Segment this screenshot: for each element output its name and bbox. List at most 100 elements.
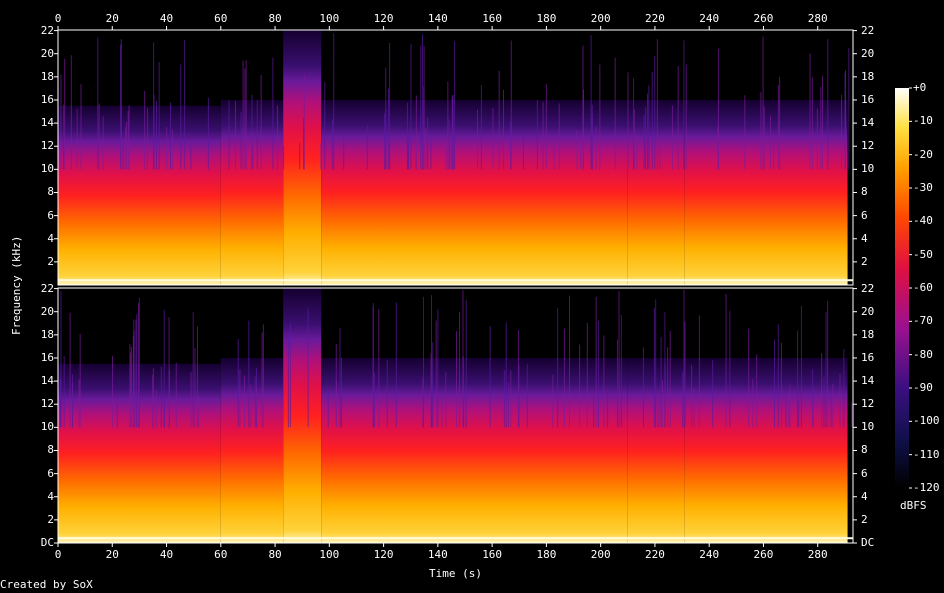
x-tick-label: 220 — [644, 548, 665, 561]
y-tick-label: 6 — [47, 466, 54, 480]
x-tick-label-top: 160 — [482, 12, 503, 25]
y-tick-label-right: 18 — [861, 69, 875, 83]
y-tick-label: 12 — [40, 139, 54, 153]
x-tick-label-top: 80 — [268, 12, 282, 25]
x-tick-label: 20 — [105, 548, 119, 561]
x-tick-label-top: 180 — [536, 12, 557, 25]
colorbar-tick-label: -50 — [913, 247, 933, 261]
y-tick-label: 14 — [40, 116, 54, 130]
x-tick-label: 160 — [482, 548, 503, 561]
spectrum-segment — [58, 105, 221, 286]
y-tick-label-right: 10 — [861, 420, 875, 434]
y-tick-label-right: 22 — [861, 281, 875, 295]
x-tick-label: 60 — [214, 548, 228, 561]
x-tick-label: 180 — [536, 548, 557, 561]
y-tick-label: 6 — [47, 208, 54, 222]
x-tick-label-top: 220 — [644, 12, 665, 25]
spectrum-segment — [283, 30, 322, 285]
y-tick-label: 16 — [40, 92, 54, 106]
x-tick-label: 280 — [807, 548, 828, 561]
y-tick-label-right: 16 — [861, 92, 875, 106]
y-tick-label: 2 — [47, 254, 54, 268]
y-tick-label-right: 12 — [861, 397, 875, 411]
colorbar-tick-label: -120 — [913, 481, 940, 494]
y-tick-label: 10 — [40, 162, 54, 176]
y-tick-label-right: 10 — [861, 162, 875, 176]
colorbar-tick-label: -60 — [913, 281, 933, 294]
y-tick-label: 8 — [47, 185, 54, 199]
colorbar-tick-label: -100 — [913, 414, 940, 428]
y-tick-label-right: 6 — [861, 466, 868, 480]
y-tick-label-right: 4 — [861, 231, 868, 245]
y-tick-label: DC — [40, 536, 54, 549]
y-tick-label-right: 8 — [861, 185, 868, 199]
y-tick-label: 18 — [40, 69, 54, 83]
x-tick-label-top: 280 — [807, 12, 828, 25]
x-tick-label: 200 — [590, 548, 611, 561]
spectrum-segment — [627, 99, 685, 285]
y-tick-label-right: 14 — [861, 374, 875, 388]
y-tick-label-right: 20 — [861, 304, 875, 318]
x-axis-label: Time (s) — [429, 567, 482, 580]
y-tick-label: 18 — [40, 327, 54, 341]
y-tick-label-right: 16 — [861, 350, 875, 364]
x-tick-label-top: 200 — [590, 12, 611, 25]
spectrum-segment — [684, 99, 848, 285]
spectrum-segment — [684, 357, 848, 543]
colorbar — [895, 87, 912, 489]
colorbar-tick-label: -40 — [913, 214, 933, 228]
colorbar-tick-label: +0 — [913, 81, 927, 94]
y-tick-label: 14 — [40, 374, 54, 388]
y-tick-label-right: 22 — [861, 23, 875, 37]
y-tick-label-right: 14 — [861, 116, 875, 130]
x-tick-label: 0 — [54, 548, 62, 561]
y-tick-label-right: 12 — [861, 139, 875, 153]
y-tick-label: 10 — [40, 420, 54, 434]
y-tick-label-right: 20 — [861, 46, 875, 60]
x-tick-label: 40 — [159, 548, 174, 561]
x-tick-label-top: 260 — [753, 12, 774, 25]
x-tick-label-top: 20 — [105, 12, 119, 25]
y-tick-label: 20 — [40, 304, 54, 318]
x-tick-label-top: 0 — [54, 12, 62, 25]
y-tick-label: 2 — [47, 512, 54, 526]
spectrum-segment — [220, 357, 284, 543]
x-tick-label-top: 140 — [427, 12, 448, 25]
created-by-footer: Created by SoX — [0, 578, 93, 591]
colorbar-tick-label: -110 — [913, 447, 940, 461]
x-tick-label: 240 — [699, 548, 720, 561]
x-tick-label: 80 — [268, 548, 282, 561]
y-tick-label-right: 6 — [861, 208, 868, 222]
y-tick-label-right: DC — [861, 536, 875, 549]
spectrogram-panel-1 — [57, 30, 853, 286]
y-tick-label: 8 — [47, 443, 54, 457]
spectrum-segment — [283, 288, 322, 543]
y-tick-label: 22 — [40, 23, 54, 37]
y-tick-label: 20 — [40, 46, 54, 60]
colorbar-tick-label: -90 — [913, 381, 933, 394]
y-tick-label: 12 — [40, 397, 54, 411]
spectrogram-panel-2 — [58, 288, 853, 543]
x-tick-label-top: 40 — [159, 12, 174, 25]
spectrum-segment — [321, 357, 628, 543]
x-tick-label: 140 — [427, 548, 448, 561]
colorbar-unit-label: dBFS — [900, 499, 927, 512]
y-tick-label-right: 8 — [861, 443, 868, 457]
x-tick-label-top: 60 — [214, 12, 228, 25]
colorbar-tick-label: -80 — [913, 347, 933, 361]
x-tick-label: 120 — [373, 548, 394, 561]
y-tick-label-right: 18 — [861, 327, 875, 341]
y-tick-label: 4 — [47, 231, 54, 245]
y-tick-label: 22 — [40, 281, 54, 295]
y-tick-label-right: 4 — [861, 489, 868, 503]
x-tick-label-top: 240 — [699, 12, 720, 25]
x-tick-label: 100 — [319, 548, 340, 561]
x-tick-label-top: 100 — [319, 12, 340, 25]
colorbar-tick-label: -70 — [913, 314, 933, 328]
x-tick-label: 260 — [753, 548, 774, 561]
y-tick-label-right: 2 — [861, 512, 868, 526]
colorbar-tick-label: -10 — [913, 114, 933, 128]
colorbar-tick-label: -20 — [913, 147, 933, 161]
colorbar-tick-label: -30 — [913, 181, 933, 194]
